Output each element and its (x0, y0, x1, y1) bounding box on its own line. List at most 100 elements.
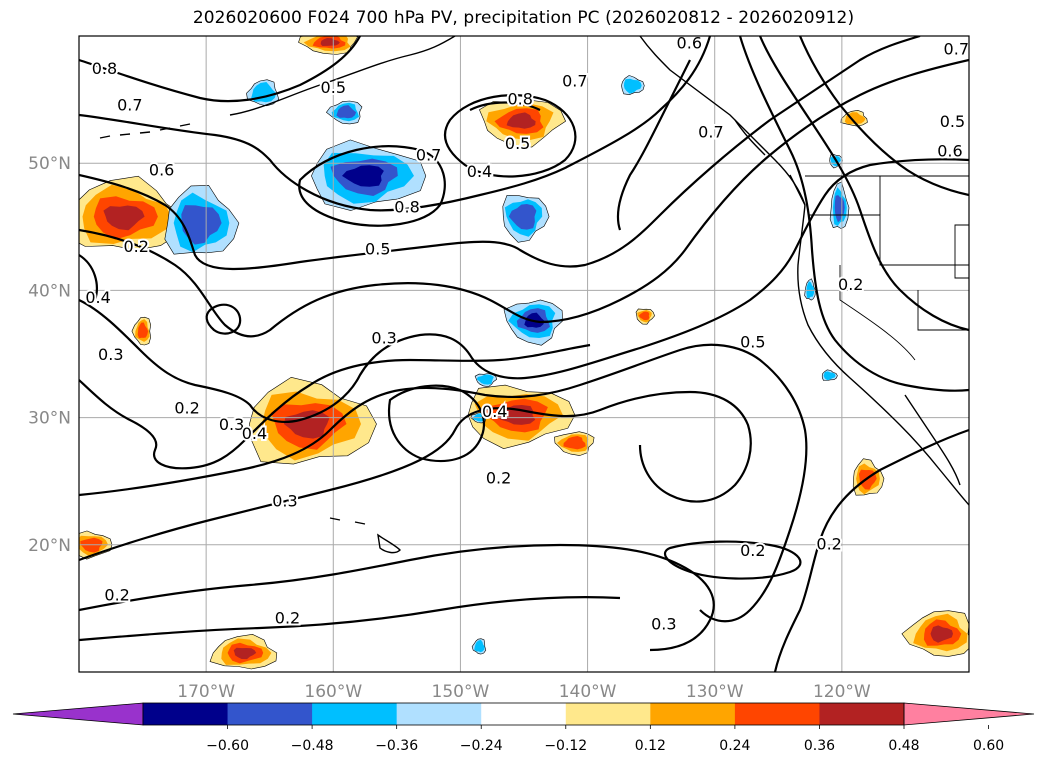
colorbar-segment (734, 703, 820, 725)
contour-label: 0.6 (677, 33, 702, 52)
state-border (917, 290, 969, 331)
precip-anomaly (164, 185, 240, 255)
colorbar-tick-label: 0.48 (888, 738, 919, 754)
contour-label: 0.2 (486, 468, 511, 487)
pv-contour-line (738, 36, 969, 392)
precip-anomaly (621, 75, 645, 96)
axis-labels: 20°N 30°N 40°N 50°N 170°W 160°W 150°W 140°W 130°… (28, 154, 871, 702)
precip-anomaly (502, 194, 550, 243)
precip-anomaly (298, 36, 359, 55)
pv-contour-line (205, 303, 242, 335)
coastlines (99, 36, 969, 554)
contour-label: 0.3 (651, 615, 676, 634)
pv-contour-line (798, 36, 969, 197)
precip-anomaly (311, 139, 427, 211)
contour-label: 0.5 (365, 239, 390, 258)
contour-label: 0.4 (482, 402, 507, 421)
contour-label: 0.8 (507, 89, 532, 108)
pv-contour-line (79, 36, 921, 271)
precip-shading-level (844, 112, 866, 125)
pv-contour-line (79, 58, 969, 338)
precip-shading-level (103, 205, 145, 231)
precip-anomaly (821, 369, 838, 381)
contour-label: 0.7 (117, 96, 142, 115)
precip-anomaly (829, 181, 850, 230)
contour-label: 0.2 (275, 608, 300, 627)
precip-anomaly (131, 316, 152, 346)
contour-label: 0.7 (416, 145, 441, 164)
contour-label: 0.3 (98, 345, 123, 364)
precip-shading-level (474, 639, 485, 653)
contour-label: 0.5 (321, 78, 346, 97)
precip-anomaly (479, 99, 566, 148)
precip-shading-level (342, 165, 384, 187)
political-borders (805, 175, 969, 361)
lon-tick-label: 140°W (559, 682, 617, 702)
lat-tick-label: 40°N (28, 281, 71, 301)
precip-anomaly (249, 376, 377, 465)
contour-label: 0.2 (740, 541, 765, 560)
lat-tick-label: 20°N (28, 536, 71, 556)
contour-label: 0.2 (838, 275, 863, 294)
colorbar-tick-label: −0.24 (460, 738, 503, 754)
north-america-west-coastline (797, 204, 969, 506)
colorbar-frame (142, 702, 905, 726)
precip-shading-level (506, 112, 536, 129)
contour-label: 0.2 (104, 585, 129, 604)
colorbar-segment (396, 703, 482, 725)
hawaii-islands (329, 517, 401, 554)
precip-shading-level (563, 436, 586, 450)
alaska-coastline (229, 36, 456, 116)
precip-shading-level (251, 82, 277, 103)
graticule (79, 36, 969, 672)
pv-contour-line (79, 36, 361, 103)
contour-label: 0.2 (123, 237, 148, 256)
contour-label: 0.5 (505, 134, 530, 153)
map-area: 0.80.70.50.80.70.6 0.70.70.50.60.70.50.40… (78, 31, 971, 673)
colorbar-segment (819, 703, 905, 725)
precip-shading-level (930, 625, 953, 643)
contour-label: 0.4 (242, 424, 267, 443)
pv-contour-line (79, 596, 621, 642)
precip-anomaly (804, 278, 816, 301)
contour-label: 0.5 (940, 112, 965, 131)
precip-shading-level (638, 311, 650, 321)
lon-tick-label: 160°W (304, 682, 362, 702)
contour-label: 0.2 (816, 535, 841, 554)
pv-contour-line (79, 390, 752, 562)
lon-tick-label: 170°W (177, 682, 235, 702)
contour-label: 0.8 (394, 197, 419, 216)
colorbar-extend-min (12, 702, 144, 726)
pv-contour-line (387, 384, 485, 462)
lon-tick-label: 150°W (432, 682, 490, 702)
lon-tick-label: 130°W (686, 682, 744, 702)
precip-shading-level (806, 281, 815, 298)
colorbar-tick-label: −0.12 (544, 738, 587, 754)
colorbar-segment (312, 703, 398, 725)
precip-shading-level (623, 78, 642, 94)
contour-label: 0.6 (937, 141, 962, 160)
pv-contour-line (616, 59, 691, 231)
pv-contour-line (773, 428, 969, 672)
precip-anomaly (325, 100, 363, 125)
contour-label: 0.2 (174, 398, 199, 417)
pv-contour-line (79, 158, 969, 423)
colorbar-tick-label: 0.36 (804, 738, 835, 754)
contour-label: 0.7 (562, 72, 587, 91)
colorbar-segment (650, 703, 736, 725)
precip-shading-level (823, 371, 836, 381)
colorbar-tick-label: 0.24 (719, 738, 750, 754)
figure-title: 2026020600 F024 700 hPa PV, precipitatio… (192, 8, 855, 28)
pv-contour-line (79, 543, 715, 652)
colorbar-tick-label: −0.48 (291, 738, 334, 754)
precip-shading-level (476, 374, 494, 385)
alaska-panhandle-coastline (639, 36, 806, 206)
precip-shading-level (320, 38, 340, 46)
precip-shading-level (181, 205, 222, 245)
colorbar-segment (565, 703, 651, 725)
precip-anomaly (901, 610, 969, 657)
contour-label: 0.3 (219, 415, 244, 434)
contour-label: 0.4 (467, 162, 492, 181)
precip-anomaly (209, 633, 278, 670)
